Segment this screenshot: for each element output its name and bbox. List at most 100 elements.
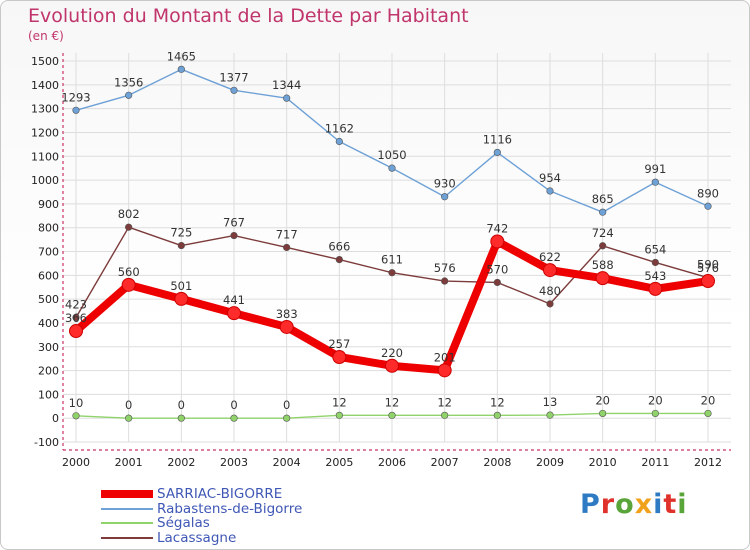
data-label: 0: [230, 398, 237, 412]
data-point: [230, 414, 238, 422]
data-label: 20: [595, 393, 610, 407]
x-tick-label: 2010: [589, 456, 617, 469]
data-label: 20: [701, 393, 716, 407]
data-point: [599, 242, 607, 250]
data-point: [493, 278, 501, 287]
data-point: [335, 255, 343, 264]
data-point: [388, 411, 396, 419]
data-point: [174, 291, 189, 306]
data-label: 576: [697, 261, 719, 275]
x-tick-label: 2000: [62, 456, 90, 469]
data-point: [335, 411, 343, 419]
y-tick-label: 1100: [31, 150, 59, 163]
data-point: [493, 411, 501, 419]
y-tick-label: 1500: [31, 55, 59, 68]
data-point: [279, 319, 294, 334]
data-label: 1465: [167, 49, 196, 63]
data-point: [490, 234, 505, 249]
x-tick-label: 2002: [167, 456, 195, 469]
x-tick-label: 2003: [220, 456, 248, 469]
chart-unit: (en €): [28, 29, 64, 43]
data-point: [283, 243, 291, 252]
data-label: 366: [65, 311, 87, 325]
data-label: 1116: [483, 132, 512, 146]
legend-label: Ségalas: [157, 515, 210, 531]
data-label: 725: [170, 226, 192, 240]
y-tick-label: 100: [38, 388, 59, 401]
data-point: [651, 258, 659, 267]
x-tick-label: 2008: [483, 456, 511, 469]
data-point: [651, 178, 659, 186]
data-point: [125, 91, 133, 99]
data-point: [177, 241, 185, 250]
y-tick-label: 1400: [31, 79, 59, 92]
logo-letter: P: [580, 489, 601, 520]
legend-swatch: [101, 507, 153, 510]
data-label: 1344: [272, 78, 301, 92]
data-point: [72, 412, 80, 420]
data-label: 560: [118, 265, 140, 279]
x-tick-label: 2001: [115, 456, 143, 469]
logo-letter: x: [634, 489, 654, 520]
y-tick-label: 500: [38, 293, 59, 306]
data-point: [599, 409, 607, 418]
data-label: 1377: [219, 70, 248, 84]
data-label: 1162: [325, 121, 354, 135]
data-label: 20: [648, 393, 663, 407]
x-tick-label: 2011: [641, 456, 669, 469]
y-tick-label: -100: [34, 436, 59, 449]
data-point: [125, 223, 133, 231]
axes: -100010020030040050060070080090010001100…: [31, 53, 731, 469]
data-label: 1050: [377, 148, 406, 162]
legend-item: Ségalas: [101, 516, 361, 531]
data-label: 611: [381, 253, 403, 267]
data-label: 10: [69, 396, 84, 410]
legend-swatch: [101, 536, 153, 539]
data-point: [121, 277, 136, 292]
data-label: 954: [539, 171, 561, 185]
data-label: 767: [223, 216, 245, 230]
x-tick-label: 2005: [325, 456, 353, 469]
series-layer: [69, 65, 715, 422]
data-point: [69, 324, 83, 339]
data-label: 257: [328, 337, 350, 351]
legend: SARRIAC-BIGORRE Rabastens-de-Bigorre Ségal…: [101, 487, 361, 545]
data-point: [648, 281, 663, 296]
data-point: [335, 137, 343, 146]
data-label: 588: [592, 258, 614, 272]
data-label: 717: [276, 227, 298, 241]
y-tick-label: 700: [38, 246, 59, 259]
data-point: [651, 409, 659, 418]
legend-swatch: [101, 522, 153, 524]
x-tick-label: 2012: [694, 456, 722, 469]
y-tick-label: 800: [38, 222, 59, 235]
y-tick-label: 0: [52, 412, 59, 425]
data-label: 1356: [114, 75, 143, 89]
data-label: 576: [434, 261, 456, 275]
y-tick-label: 1300: [31, 103, 59, 116]
data-point: [227, 306, 241, 321]
data-point: [230, 86, 238, 94]
data-label: 220: [381, 346, 403, 360]
data-point: [441, 411, 449, 419]
data-labels: 423 802 725 767 717 666 611 576 570 480 724 654 590 1…: [61, 49, 719, 412]
data-point: [332, 349, 347, 364]
data-point: [441, 277, 449, 285]
y-tick-label: 1200: [31, 126, 59, 139]
legend-label: Lacassagne: [157, 529, 237, 546]
data-label: 12: [437, 395, 452, 409]
data-label: 802: [118, 207, 140, 221]
x-tick-label: 2009: [536, 456, 564, 469]
data-point: [493, 148, 501, 157]
legend-item: SARRIAC-BIGORRE: [101, 487, 361, 502]
y-tick-label: 900: [38, 198, 59, 211]
data-label: 441: [223, 293, 245, 307]
data-label: 0: [283, 398, 290, 412]
data-label: 666: [328, 240, 350, 254]
data-label: 0: [178, 398, 185, 412]
data-label: 12: [332, 395, 347, 409]
legend-label: Rabastens-de-Bigorre: [157, 500, 303, 517]
data-label: 501: [170, 279, 192, 293]
data-point: [437, 363, 452, 378]
